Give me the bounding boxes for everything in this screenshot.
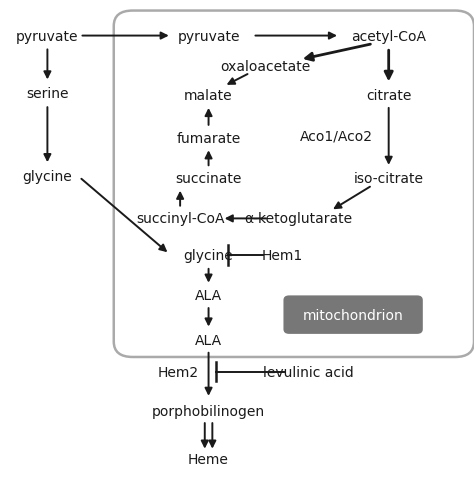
Text: pyruvate: pyruvate bbox=[16, 30, 79, 44]
Text: porphobilinogen: porphobilinogen bbox=[152, 404, 265, 418]
Text: Hem1: Hem1 bbox=[261, 248, 303, 262]
Text: serine: serine bbox=[26, 87, 69, 101]
Text: glycine: glycine bbox=[184, 248, 233, 262]
Text: glycine: glycine bbox=[23, 170, 72, 184]
FancyBboxPatch shape bbox=[283, 296, 423, 334]
Text: succinyl-CoA: succinyl-CoA bbox=[136, 212, 224, 226]
Text: citrate: citrate bbox=[366, 89, 411, 103]
Text: pyruvate: pyruvate bbox=[177, 30, 240, 44]
Text: fumarate: fumarate bbox=[176, 131, 241, 145]
Text: α-ketoglutarate: α-ketoglutarate bbox=[245, 212, 353, 226]
Text: levulinic acid: levulinic acid bbox=[263, 365, 354, 379]
Text: Heme: Heme bbox=[188, 452, 229, 466]
Text: mitochondrion: mitochondrion bbox=[303, 308, 403, 322]
Text: oxaloacetate: oxaloacetate bbox=[220, 60, 310, 74]
Text: succinate: succinate bbox=[175, 172, 242, 185]
Text: Hem2: Hem2 bbox=[157, 365, 198, 379]
Text: ALA: ALA bbox=[195, 289, 222, 303]
FancyBboxPatch shape bbox=[114, 12, 474, 357]
Text: iso-citrate: iso-citrate bbox=[354, 172, 424, 185]
Text: acetyl-CoA: acetyl-CoA bbox=[351, 30, 426, 44]
Text: Aco1/Aco2: Aco1/Aco2 bbox=[300, 129, 373, 143]
Text: malate: malate bbox=[184, 89, 233, 103]
Text: ALA: ALA bbox=[195, 333, 222, 347]
